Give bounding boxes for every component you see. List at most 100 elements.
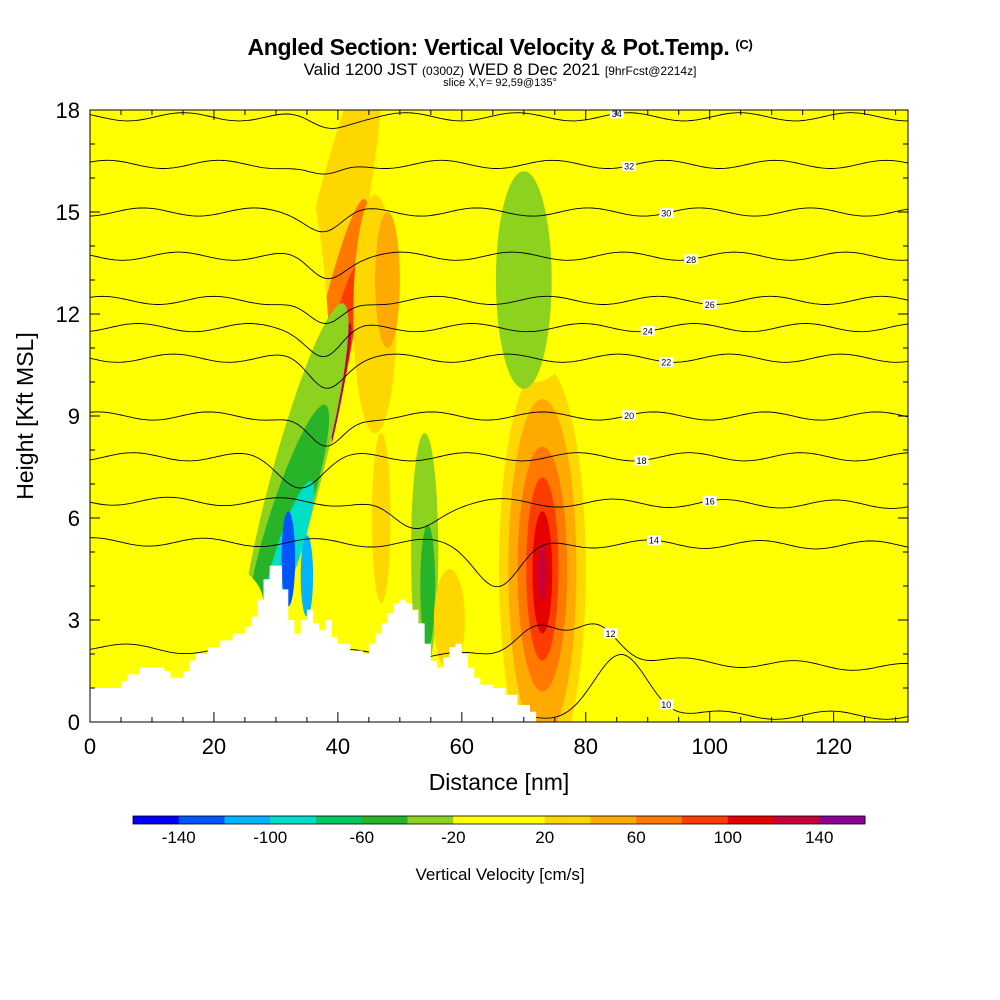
x-tick-label: 0	[84, 734, 96, 759]
x-tick-label: 100	[691, 734, 728, 759]
colorbar-swatch	[590, 816, 637, 824]
colorbar-swatch	[361, 816, 408, 824]
valid-time: Valid 1200 JST	[303, 60, 418, 79]
velocity-cell-30	[208, 195, 219, 331]
isentrope-32	[90, 159, 908, 175]
isentrope-label-bg-18	[634, 455, 649, 466]
isentrope-label-bg-30	[659, 208, 674, 219]
velocity-cell-12	[375, 212, 400, 348]
isentrope-label-24: 24	[643, 327, 653, 337]
isentrope-label-20: 20	[624, 411, 634, 421]
colorbar-swatch	[773, 816, 820, 824]
velocity-cell-5	[538, 545, 547, 600]
colorbar-swatch	[178, 816, 225, 824]
isentrope-label-28: 28	[686, 255, 696, 265]
isentrope-30	[90, 207, 908, 233]
isentrope-label-26: 26	[705, 300, 715, 310]
colorbar-tick-label: -60	[349, 828, 374, 847]
isentrope-16	[90, 496, 908, 529]
terrain	[90, 565, 908, 722]
colorbar-tick-label: -100	[253, 828, 287, 847]
y-tick-label: 6	[68, 506, 80, 531]
colorbar-swatch	[819, 816, 866, 824]
isentrope-label-bg-14	[646, 535, 661, 546]
x-tick-label: 20	[202, 734, 226, 759]
forecast-info: [9hrFcst@2214z]	[604, 64, 697, 78]
isentrope-label-bg-16	[702, 495, 717, 506]
zulu-time: (0300Z)	[422, 64, 465, 78]
velocity-cell-32	[371, 433, 391, 603]
isentrope-label-bg-24	[640, 326, 655, 337]
isentrope-label-bg-32	[622, 160, 637, 171]
x-tick-label: 80	[574, 734, 598, 759]
y-tick-label: 12	[56, 302, 80, 327]
colorbar-title: Vertical Velocity [cm/s]	[415, 865, 584, 884]
y-tick-label: 0	[68, 710, 80, 735]
x-tick-label: 40	[326, 734, 350, 759]
isentrope-label-14: 14	[649, 536, 659, 546]
isentrope-22	[90, 353, 908, 389]
isentrope-label-30: 30	[661, 209, 671, 219]
copyright-mark: (C)	[735, 37, 753, 52]
velocity-cell-26	[759, 348, 908, 484]
isentrope-label-bg-22	[659, 356, 674, 367]
isentrope-26	[90, 295, 908, 324]
y-tick-label: 9	[68, 404, 80, 429]
colorbar-swatch	[727, 816, 774, 824]
colorbar-swatch	[270, 816, 317, 824]
isentrope-label-32: 32	[624, 161, 634, 171]
isentrope-label-bg-12	[603, 628, 618, 639]
velocity-cell-29	[169, 110, 185, 253]
isentrope-label-bg-20	[622, 410, 637, 421]
isentrope-14	[90, 537, 908, 588]
isentrope-label-bg-10	[659, 699, 674, 710]
isentrope-24	[90, 323, 908, 358]
isentrope-label-12: 12	[606, 629, 616, 639]
colorbar-tick-label: 60	[627, 828, 646, 847]
colorbar-swatch	[499, 816, 546, 824]
chart-title: Angled Section: Vertical Velocity & Pot.…	[247, 34, 753, 60]
colorbar-swatch	[133, 816, 180, 824]
velocity-cell-19	[300, 535, 314, 617]
colorbar-tick-label: -140	[162, 828, 196, 847]
velocity-cell-28	[97, 246, 114, 586]
velocity-cell-23	[495, 171, 552, 389]
isentrope-label-18: 18	[637, 456, 647, 466]
isentrope-label-22: 22	[661, 357, 671, 367]
x-axis: 0 20 40 60 80 100 120	[84, 110, 897, 759]
velocity-cell-21	[420, 524, 436, 648]
isentrope-label-16: 16	[705, 496, 715, 506]
y-axis-title: Height [Kft MSL]	[12, 332, 38, 499]
colorbar-frame	[132, 815, 866, 825]
chart-subtitle: Valid 1200 JST (0300Z) WED 8 Dec 2021 [9…	[0, 60, 1000, 80]
x-axis-title: Distance [nm]	[429, 769, 570, 795]
colorbar: -140 -100 -60 -20 20 60 100 140	[132, 815, 866, 847]
y-axis: 0 3 6 9 12 15 18	[56, 98, 908, 735]
isentrope-20	[90, 411, 908, 447]
x-tick-label: 120	[815, 734, 852, 759]
velocity-cell-27	[90, 552, 264, 654]
colorbar-swatch	[407, 816, 454, 824]
valid-date: WED 8 Dec 2021	[468, 60, 601, 79]
y-tick-label: 3	[68, 608, 80, 633]
isentrope-28	[90, 251, 908, 280]
isentrope-34	[90, 112, 908, 129]
isentrope-label-bg-28	[684, 254, 699, 265]
colorbar-swatch	[224, 816, 271, 824]
y-tick-label: 18	[56, 98, 80, 123]
colorbar-swatch	[453, 816, 500, 824]
colorbar-tick-label: 140	[805, 828, 833, 847]
y-tick-label: 15	[56, 200, 80, 225]
x-tick-label: 60	[450, 734, 474, 759]
isentrope-18	[90, 452, 908, 489]
colorbar-swatch	[316, 816, 363, 824]
isentrope-label-10: 10	[661, 700, 671, 710]
slice-info: slice X,Y= 92,59@135°	[443, 77, 557, 89]
colorbar-tick-label: 100	[714, 828, 742, 847]
velocity-cell-25	[839, 110, 908, 246]
colorbar-swatch	[682, 816, 729, 824]
colorbar-tick-label: -20	[441, 828, 466, 847]
